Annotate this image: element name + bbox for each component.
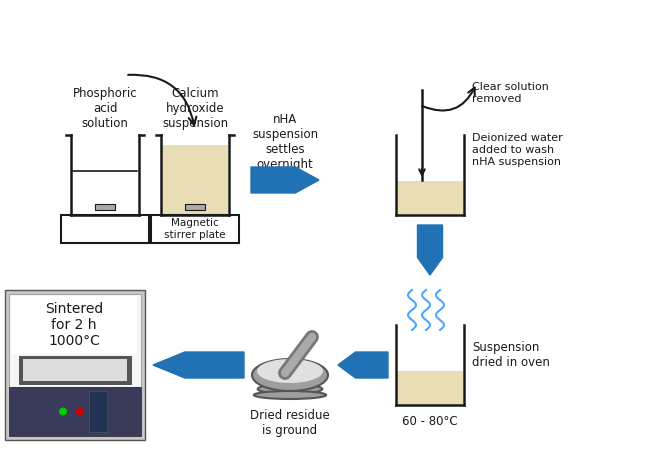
Bar (9, 387, 141, 436)
Text: Dried residue
is ground: Dried residue is ground (250, 409, 330, 437)
Text: Calcium
hydroxide
suspension: Calcium hydroxide suspension (162, 87, 228, 130)
FancyArrow shape (338, 352, 388, 378)
Bar (89, 391, 107, 432)
FancyArrow shape (153, 352, 244, 378)
Circle shape (76, 408, 84, 415)
Text: nHA
suspension
settles
overnight: nHA suspension settles overnight (252, 113, 318, 171)
Bar (9, 294, 141, 387)
Ellipse shape (257, 359, 323, 383)
Bar (5, 290, 145, 440)
Bar (19, 356, 131, 384)
Text: Suspension
dried in oven: Suspension dried in oven (472, 341, 550, 369)
Bar (162, 145, 228, 215)
Bar (151, 215, 239, 243)
Bar (11, 296, 137, 354)
Bar (72, 135, 138, 215)
Bar (95, 204, 115, 210)
Bar (23, 359, 127, 381)
Ellipse shape (257, 384, 322, 394)
Bar (185, 204, 205, 210)
Bar (397, 371, 463, 405)
Text: Phosphoric
acid
solution: Phosphoric acid solution (73, 87, 137, 130)
FancyArrowPatch shape (422, 88, 474, 111)
FancyArrow shape (251, 167, 319, 193)
Circle shape (59, 408, 67, 415)
Text: Deionized water
added to wash
nHA suspension: Deionized water added to wash nHA suspen… (472, 134, 563, 167)
Text: Magnetic
stirrer plate: Magnetic stirrer plate (164, 218, 226, 240)
Ellipse shape (252, 359, 328, 391)
Text: Clear solution
removed: Clear solution removed (472, 82, 549, 104)
FancyArrow shape (417, 225, 443, 275)
Bar (61, 215, 149, 243)
Bar (397, 181, 463, 215)
Text: 60 - 80°C: 60 - 80°C (402, 415, 458, 428)
Ellipse shape (254, 391, 326, 399)
FancyArrowPatch shape (128, 75, 196, 125)
Text: Sintered
for 2 h
1000°C: Sintered for 2 h 1000°C (45, 302, 103, 348)
